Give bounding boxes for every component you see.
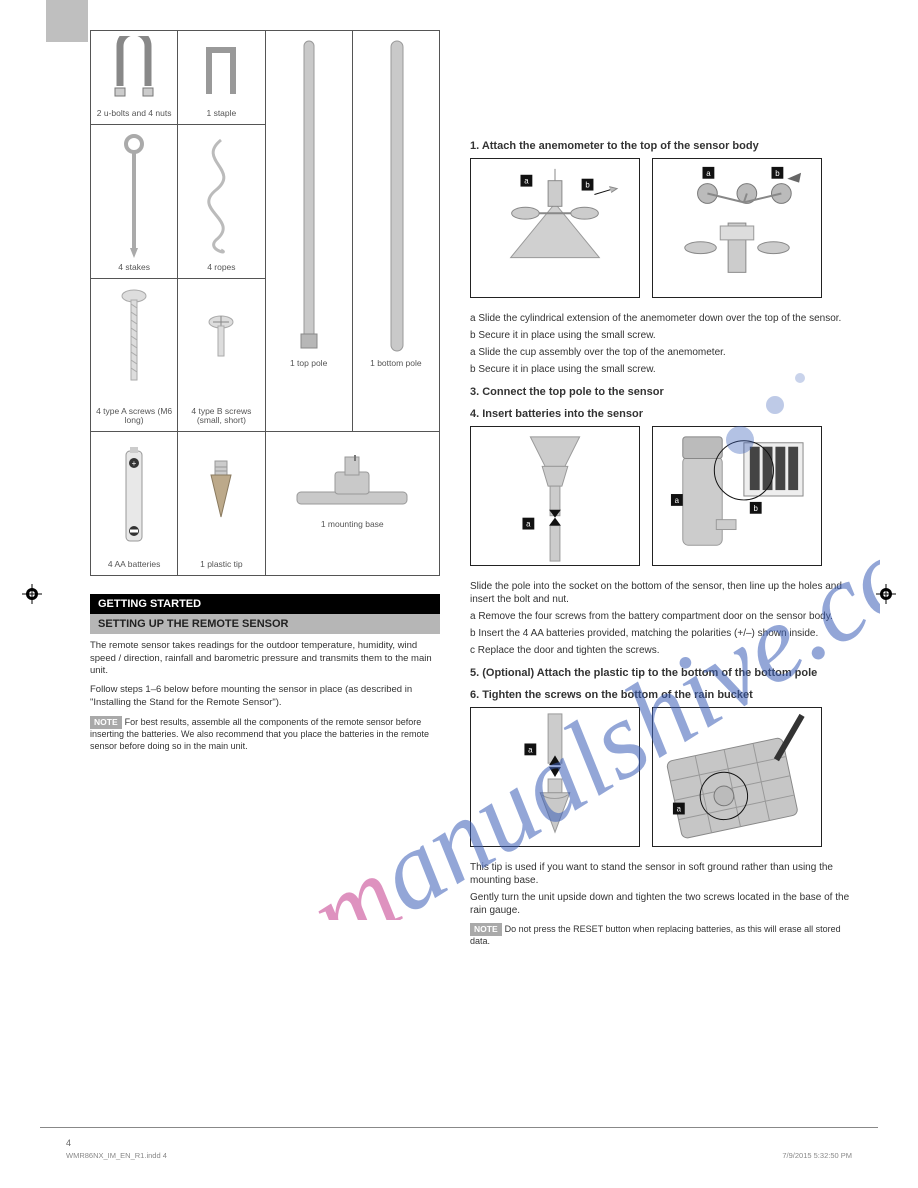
registration-mark-right — [876, 584, 896, 604]
step5-title: 5. (Optional) Attach the plastic tip to … — [470, 667, 850, 679]
step6a: Gently turn the unit upside down and tig… — [470, 891, 850, 917]
step4a: a Remove the four screws from the batter… — [470, 610, 850, 623]
section-bar-setup: SETTING UP THE REMOTE SENSOR — [90, 614, 440, 634]
step3a: Slide the pole into the socket on the bo… — [470, 580, 850, 606]
caption-staple: 1 staple — [183, 109, 259, 119]
cell-screw-short: 4 type B screws (small, short) — [178, 278, 265, 432]
step4c: c Replace the door and tighten the screw… — [470, 644, 850, 657]
step1a: a Slide the cylindrical extension of the… — [470, 312, 850, 325]
caption-stake: 4 stakes — [96, 263, 172, 273]
caption-u-bolt: 2 u-bolts and 4 nuts — [96, 109, 172, 119]
caption-screw-short: 4 type B screws (small, short) — [183, 407, 259, 427]
caption-screw-long: 4 type A screws (M6 long) — [96, 407, 172, 427]
section-bar-getting-started: GETTING STARTED — [90, 594, 440, 614]
intro-text-1: The remote sensor takes readings for the… — [90, 640, 440, 678]
svg-text:a: a — [526, 520, 531, 529]
step5a: This tip is used if you want to stand th… — [470, 861, 850, 887]
cell-plastic-tip: 1 plastic tip — [178, 432, 265, 576]
cell-top-pole: 1 top pole — [265, 31, 352, 432]
cell-bottom-pole: 1 bottom pole — [352, 31, 439, 432]
cell-u-bolt: 2 u-bolts and 4 nuts — [91, 31, 178, 125]
caption-mounting-base: 1 mounting base — [271, 520, 435, 530]
caption-plastic-tip: 1 plastic tip — [183, 560, 259, 570]
fig-anemometer: a b — [470, 158, 640, 298]
note-left-text: For best results, assemble all the compo… — [90, 717, 429, 751]
step4b: b Insert the 4 AA batteries provided, ma… — [470, 627, 850, 640]
note-label: NOTE — [90, 716, 122, 729]
cell-rope: 4 ropes — [178, 124, 265, 278]
svg-text:a: a — [524, 177, 529, 186]
fig-batteries: a b — [652, 426, 822, 566]
cell-battery: + 4 AA batteries — [91, 432, 178, 576]
step4-title: 4. Insert batteries into the sensor — [470, 408, 850, 420]
svg-text:+: + — [132, 459, 137, 468]
svg-text:b: b — [775, 169, 780, 178]
svg-text:a: a — [677, 805, 682, 814]
note-right: NOTEDo not press the RESET button when r… — [470, 923, 850, 948]
header-tab — [46, 0, 88, 42]
fig-cups: a b — [652, 158, 822, 298]
parts-table: 2 u-bolts and 4 nuts 1 staple 1 top pole… — [90, 30, 440, 576]
caption-rope: 4 ropes — [183, 263, 259, 273]
step1b: b Secure it in place using the small scr… — [470, 329, 850, 342]
step6-title: 6. Tighten the screws on the bottom of t… — [470, 689, 850, 701]
step1-title: 1. Attach the anemometer to the top of t… — [470, 140, 850, 152]
footer-page-number: 4 — [66, 1138, 71, 1148]
caption-battery: 4 AA batteries — [96, 560, 172, 570]
svg-text:a: a — [528, 745, 533, 754]
cell-mounting-base: 1 mounting base — [265, 432, 440, 576]
intro-text-2: Follow steps 1–6 below before mounting t… — [90, 684, 440, 710]
svg-text:b: b — [585, 181, 590, 190]
fig-row-3: a — [470, 707, 850, 847]
right-column: 1. Attach the anemometer to the top of t… — [470, 130, 850, 948]
svg-text:b: b — [754, 504, 759, 513]
fig-rain-base: a — [652, 707, 822, 847]
note-left: NOTEFor best results, assemble all the c… — [90, 716, 440, 752]
step2a: a Slide the cup assembly over the top of… — [470, 346, 850, 359]
left-column: 2 u-bolts and 4 nuts 1 staple 1 top pole… — [90, 30, 440, 752]
cell-staple: 1 staple — [178, 31, 265, 125]
registration-mark-left — [22, 584, 42, 604]
note-label-r: NOTE — [470, 923, 502, 936]
fig-row-1: a b a — [470, 158, 850, 298]
fig-row-2: a a b — [470, 426, 850, 566]
fig-pole-connect: a — [470, 426, 640, 566]
cell-stake: 4 stakes — [91, 124, 178, 278]
step3-title: 3. Connect the top pole to the sensor — [470, 386, 850, 398]
cell-screw-long: 4 type A screws (M6 long) — [91, 278, 178, 432]
note-right-text: Do not press the RESET button when repla… — [470, 924, 841, 946]
svg-text:a: a — [675, 496, 680, 505]
footer-rule — [40, 1127, 878, 1128]
footer-filename: WMR86NX_IM_EN_R1.indd 4 — [66, 1151, 167, 1160]
footer-timestamp: 7/9/2015 5:32:50 PM — [782, 1151, 852, 1160]
caption-bottom-pole: 1 bottom pole — [358, 359, 434, 369]
fig-tip: a — [470, 707, 640, 847]
step2b: b Secure it in place using the small scr… — [470, 363, 850, 376]
page: 2 u-bolts and 4 nuts 1 staple 1 top pole… — [0, 0, 918, 1188]
caption-top-pole: 1 top pole — [271, 359, 347, 369]
svg-text:a: a — [706, 169, 711, 178]
